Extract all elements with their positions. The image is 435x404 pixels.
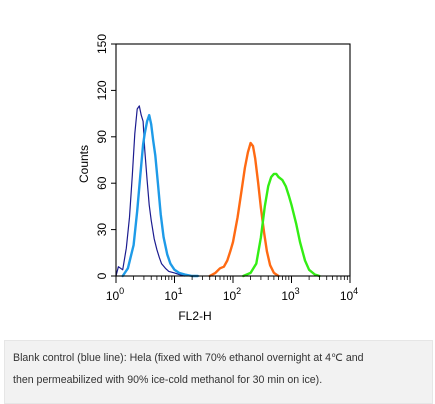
series-line-4	[242, 172, 321, 278]
axes-layer: 0 30 60 90 120 150 Counts 100 101 102 103 104 FL2-H	[77, 34, 358, 323]
x-tick-label: 100	[106, 286, 124, 303]
series-layer	[115, 105, 321, 278]
x-tick-label: 101	[164, 286, 182, 303]
x-axis-label: FL2-H	[178, 309, 211, 323]
y-tick-label: 60	[95, 176, 109, 190]
x-tick-label: 102	[223, 286, 241, 303]
y-axis-label: Counts	[77, 145, 91, 183]
x-tick-label: 104	[340, 286, 358, 303]
figure-caption: Blank control (blue line): Hela (fixed w…	[4, 340, 433, 404]
caption-line-1: Blank control (blue line): Hela (fixed w…	[13, 352, 364, 364]
histogram-chart: 0 30 60 90 120 150 Counts 100 101 102 103 104 FL2-H	[77, 34, 358, 323]
caption-line-2: then permeabilized with 90% ice-cold met…	[13, 374, 323, 386]
series-line-1	[115, 105, 186, 277]
chart-panel: 0 30 60 90 120 150 Counts 100 101 102 103 104 FL2-H	[4, 8, 431, 334]
y-tick-label: 90	[95, 130, 109, 144]
y-tick-label: 30	[95, 223, 109, 237]
y-tick-label: 150	[95, 34, 109, 54]
y-tick-label: 0	[95, 272, 109, 279]
x-tick-label: 103	[281, 286, 299, 303]
series-line-2	[121, 113, 200, 278]
series-line-3	[208, 141, 280, 278]
y-tick-label: 120	[95, 80, 109, 100]
